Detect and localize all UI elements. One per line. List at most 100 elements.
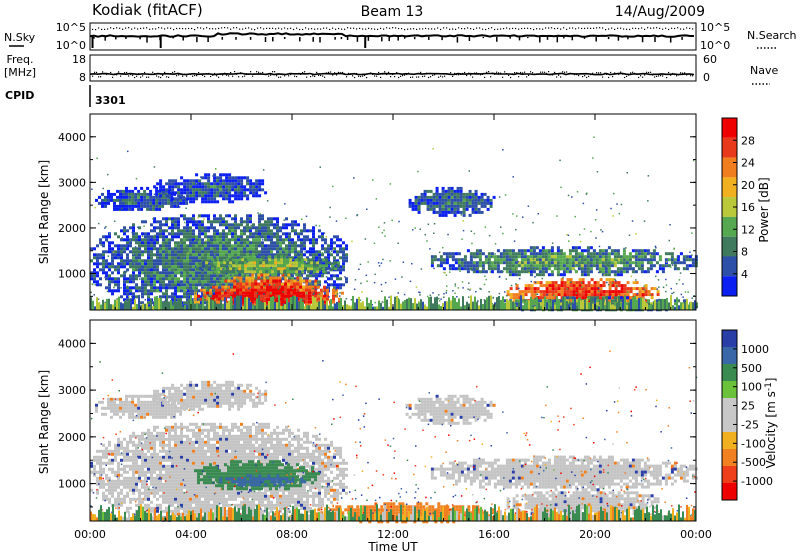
power-cell (90, 259, 93, 263)
power-cell (153, 286, 156, 290)
nsearch-point (440, 28, 442, 31)
power-cell (180, 271, 183, 275)
nave-point (128, 75, 130, 77)
power-cell (228, 274, 231, 278)
nave-point (286, 73, 288, 75)
power-cell (236, 288, 239, 292)
power-cell (135, 268, 138, 272)
power-cell (225, 223, 228, 227)
power-cell (490, 252, 494, 256)
nsearch-point (413, 28, 415, 30)
power-noise (473, 232, 476, 235)
nave-point (368, 73, 370, 75)
power-cell (228, 244, 231, 248)
power-cell (468, 198, 472, 202)
power-cell (120, 229, 123, 233)
power-cell (210, 185, 214, 189)
power-cell (538, 270, 542, 274)
power-cell (144, 277, 147, 281)
nave-point (278, 76, 280, 78)
nsearch-point (239, 28, 241, 30)
nave-point (132, 74, 134, 76)
power-cell (499, 261, 503, 265)
power-cell (442, 258, 446, 262)
power-cell (192, 232, 195, 236)
nave-point (366, 77, 368, 79)
power-cell (466, 261, 470, 265)
power-cell (186, 238, 189, 242)
power-noise (124, 270, 126, 273)
power-cell (475, 267, 479, 271)
freq-frame (89, 54, 697, 82)
power-cell (298, 273, 302, 277)
power-cell (289, 258, 293, 262)
power-cell (508, 270, 512, 274)
power-cell (274, 258, 278, 262)
nsearch-point (344, 28, 346, 30)
power-cell (607, 258, 611, 262)
power-cell (131, 204, 135, 208)
power-cell (607, 270, 611, 274)
power-noise (318, 225, 321, 227)
power-cell (575, 290, 579, 294)
power-cell (298, 258, 302, 262)
power-cell (144, 232, 147, 236)
power-cell (682, 267, 686, 271)
power-cell (225, 185, 229, 189)
power-cell (223, 267, 227, 271)
power-cell (174, 179, 178, 183)
power-cell (162, 235, 165, 239)
power-cell (514, 264, 518, 268)
power-cell (258, 188, 262, 192)
power-cell (289, 273, 293, 277)
power-cell (123, 229, 126, 233)
nave-point (482, 73, 484, 75)
power-cell (324, 292, 327, 296)
power-cell (252, 241, 255, 245)
power-cell (253, 261, 257, 265)
nsearch-point (227, 27, 229, 29)
power-cell (177, 217, 180, 221)
power-cell (275, 282, 278, 286)
power-cell (646, 249, 650, 253)
power-cell (474, 210, 478, 214)
power-cell (126, 262, 129, 266)
power-cell (174, 253, 177, 257)
nave-point (586, 76, 588, 79)
power-cell (219, 277, 222, 281)
nave-point (304, 71, 306, 73)
power-cell (186, 253, 189, 257)
power-cell (336, 244, 339, 248)
power-cell (180, 182, 184, 186)
power-noise (225, 272, 227, 275)
power-cell (548, 287, 552, 291)
power-cell (264, 232, 267, 236)
nave-point (350, 73, 352, 75)
nave-point (360, 75, 362, 78)
nave-point (292, 73, 294, 75)
power-cell (243, 188, 247, 192)
power-cell (261, 277, 264, 281)
power-cell (183, 235, 186, 239)
power-cell (177, 253, 180, 257)
power-cell (484, 270, 488, 274)
power-cell (465, 198, 469, 202)
power-cell (153, 277, 156, 281)
power-cell (243, 238, 246, 242)
power-cell (180, 295, 183, 299)
power-cell (192, 179, 196, 183)
power-cell (469, 258, 473, 262)
nave-point (172, 71, 174, 73)
power-cell (508, 273, 512, 277)
power-cell (462, 210, 466, 214)
power-cell (231, 179, 235, 183)
nsearch-point (431, 28, 433, 30)
power-cell (225, 247, 228, 251)
power-cell (471, 204, 475, 208)
power-cell (508, 258, 512, 262)
power-cell (554, 281, 558, 285)
power-noise (592, 157, 594, 159)
power-cell (315, 241, 318, 245)
power-cell (234, 226, 237, 230)
nave-point (120, 75, 122, 77)
